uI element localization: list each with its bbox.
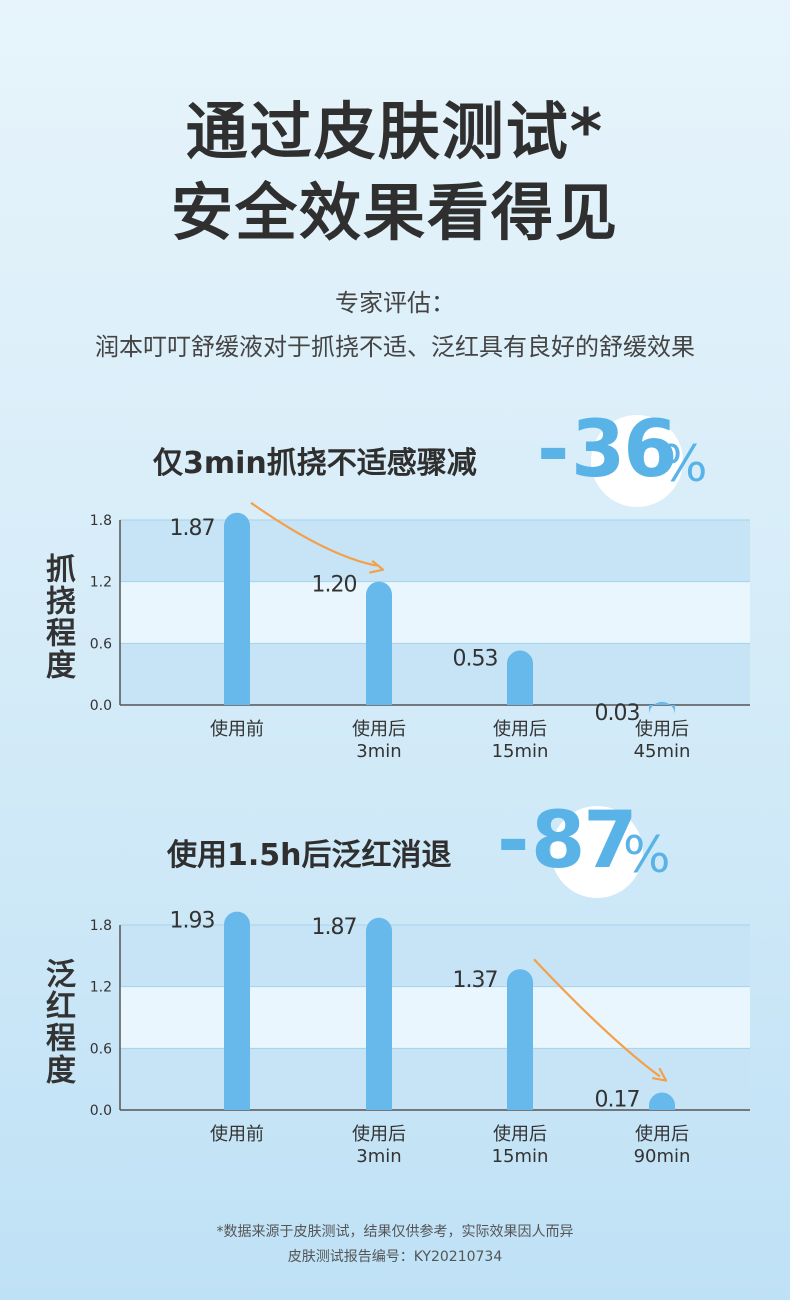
chart1-reduction-value: 36 <box>571 405 678 495</box>
chart1-y-tick-label: 1.2 <box>90 575 112 591</box>
chart2-reduction-sign: - <box>497 796 529 886</box>
chart1-category-label: 45min <box>634 741 691 762</box>
chart1-y-tick-label: 0.6 <box>90 636 112 652</box>
chart1-data-label: 0.03 <box>595 701 640 726</box>
chart1-trend-arrow <box>250 501 378 567</box>
chart2-data-label: 0.17 <box>595 1088 640 1113</box>
chart2-category-label: 使用后 <box>352 1124 406 1145</box>
chart1-reduction-circle <box>591 415 683 507</box>
chart1-category-label: 使用后 <box>352 719 406 740</box>
chart1-data-label: 0.53 <box>453 647 498 672</box>
chart2-bar <box>507 969 533 1110</box>
chart2-y-tick-label: 1.8 <box>90 918 112 934</box>
chart1-category-label: 15min <box>492 741 549 762</box>
page-title-line1: 通过皮肤测试* <box>185 95 605 168</box>
chart1-trend-arrow-head <box>369 559 385 574</box>
chart2-reduction-circle <box>551 806 643 898</box>
chart2-category-label: 3min <box>356 1146 401 1167</box>
chart1-bar <box>507 650 533 705</box>
chart2-reduction-value: 87 <box>531 796 638 886</box>
chart2-trend-arrow-head <box>652 1067 668 1082</box>
chart2-headline: 使用1.5h后泛红消退 <box>167 838 452 873</box>
chart2-y-tick-label: 1.2 <box>90 980 112 996</box>
chart2-category-label: 90min <box>634 1146 691 1167</box>
chart2-category-label: 15min <box>492 1146 549 1167</box>
chart2-category-label: 使用后 <box>493 1124 547 1145</box>
chart1-category-label: 使用后 <box>635 719 689 740</box>
chart2-y-axis-label: 泛红程度 <box>40 958 75 1086</box>
footer-disclaimer: *数据来源于皮肤测试，结果仅供参考，实际效果因人而异 <box>216 1224 574 1240</box>
page-title-line2: 安全效果看得见 <box>170 176 619 249</box>
chart2-band <box>120 986 750 1049</box>
footer-report-number: 皮肤测试报告编号：KY20210734 <box>287 1249 503 1265</box>
chart1-category-label: 使用前 <box>210 719 264 740</box>
chart1-reduction-sign: - <box>537 405 569 495</box>
chart2-bar <box>366 917 392 1110</box>
chart2-reduction-badge: - 87 % <box>495 796 695 906</box>
chart2-reduction-unit: % <box>623 826 671 884</box>
chart2-category-label: 使用后 <box>635 1124 689 1145</box>
chart1-y-tick-label: 1.8 <box>90 513 112 529</box>
chart2-bar <box>649 1092 675 1110</box>
chart1-bar <box>224 512 250 705</box>
chart1-reduction-badge: - 36 % <box>535 405 735 515</box>
chart1-data-label: 1.87 <box>170 516 215 541</box>
chart1-bar <box>366 581 392 705</box>
chart1-y-axis-label: 抓挠程度 <box>40 553 75 681</box>
chart2-trend-arrow <box>533 958 661 1078</box>
subtitle-description: 润本叮叮舒缓液对于抓挠不适、泛红具有良好的舒缓效果 <box>95 333 695 361</box>
chart1-headline: 仅3min抓挠不适感骤减 <box>153 446 477 481</box>
chart2-data-label: 1.93 <box>170 909 215 934</box>
chart1-y-tick-label: 0.0 <box>90 698 112 714</box>
chart2-y-tick-label: 0.0 <box>90 1103 112 1119</box>
subtitle-label: 专家评估： <box>335 289 455 317</box>
chart2-data-label: 1.87 <box>312 915 357 940</box>
chart1-reduction-unit: % <box>660 435 708 493</box>
chart2-band <box>120 925 750 987</box>
chart2-y-tick-label: 0.6 <box>90 1041 112 1057</box>
chart1-bar <box>649 701 675 715</box>
chart2-data-label: 1.37 <box>453 968 498 993</box>
chart1-data-label: 1.20 <box>312 573 357 598</box>
chart2-bar <box>224 911 250 1110</box>
chart1-category-label: 3min <box>356 741 401 762</box>
chart1-category-label: 使用后 <box>493 719 547 740</box>
chart2-category-label: 使用前 <box>210 1124 264 1145</box>
